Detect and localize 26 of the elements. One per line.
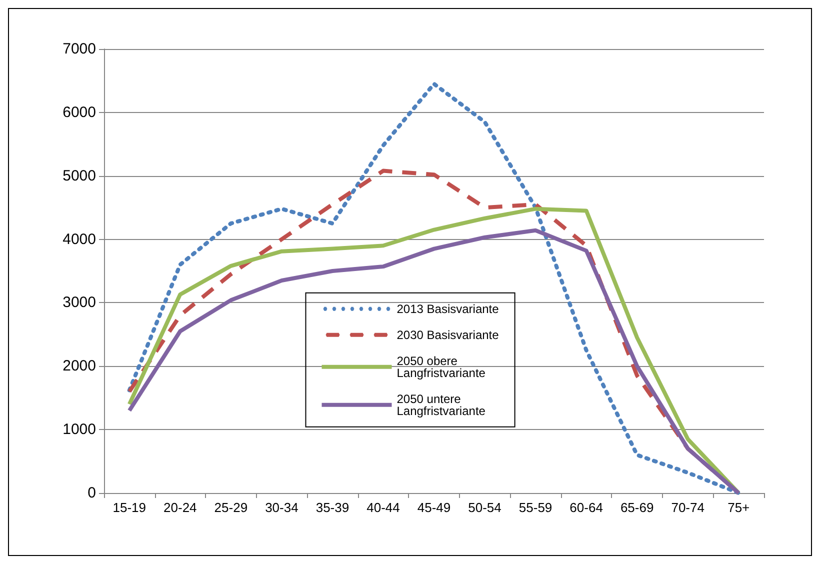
legend-label: 2050 obere Langfristvariante [396,354,486,380]
line-series [127,82,741,495]
x-tick-label: 55-59 [518,500,552,515]
x-tick-label: 50-54 [468,500,502,515]
x-tick-label: 60-64 [570,500,603,515]
y-tick-label: 4000 [62,230,96,248]
y-tick-label: 1000 [62,421,96,438]
legend-label: 2050 untere Langfristvariante [396,392,486,418]
x-tick-label: 65-69 [620,500,654,515]
x-tick-label: 20-24 [164,500,197,515]
x-tick-label: 40-44 [366,500,400,515]
y-tick-label: 6000 [62,104,96,121]
y-tick-label: 7000 [62,40,96,58]
y-tick-label: 3000 [62,294,96,312]
y-tick-label: 5000 [62,167,96,184]
x-tick-label: 75+ [728,500,750,515]
x-tick-label: 35-39 [316,500,350,515]
y-tick-label: 2000 [62,358,96,375]
legend-label: 2030 Basisvariante [396,328,500,342]
x-tick-label: 25-29 [214,500,248,515]
y-tick-label: 0 [88,484,96,502]
x-tick-label: 70-74 [671,500,704,515]
legend-label: 2013 Basisvariante [396,302,500,316]
x-tick-label: 45-49 [417,500,451,515]
x-tick-label: 15-19 [112,500,146,515]
x-tick-label: 30-34 [265,500,298,515]
